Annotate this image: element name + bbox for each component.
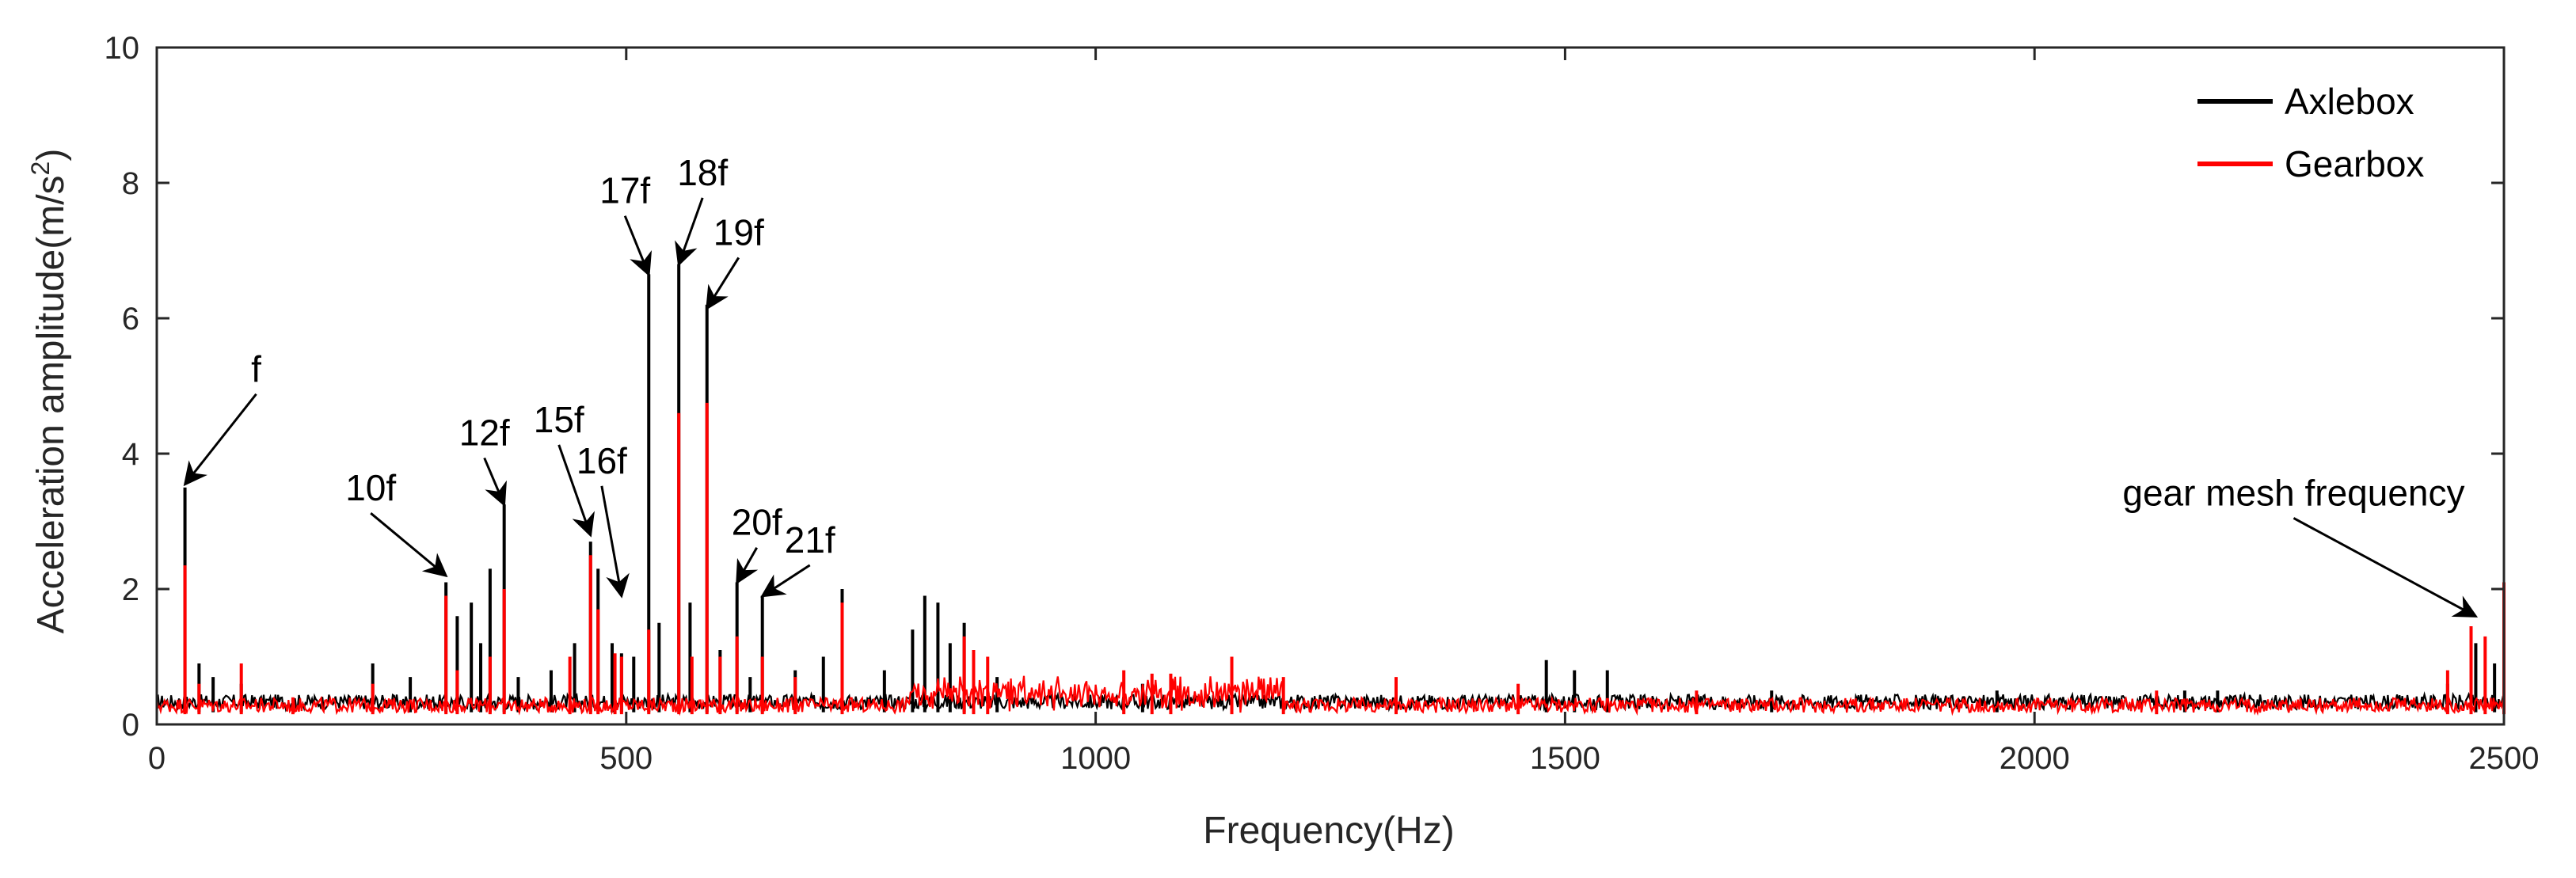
- annotation-label-3: 15f: [534, 399, 584, 440]
- annotation-label-0: f: [251, 348, 261, 390]
- series-gearbox-floor: [155, 675, 2506, 716]
- annotation-arrow-9: [760, 564, 811, 598]
- x-tick-label-2500: 2500: [2469, 741, 2540, 776]
- annotation-arrow-4: [600, 485, 630, 599]
- y-tick-label-4: 4: [122, 437, 139, 472]
- annotation-arrow-2: [483, 457, 507, 507]
- annotation-arrow-7: [706, 257, 740, 310]
- y-axis-label-superscript: 2: [26, 162, 55, 176]
- annotation-arrow-8: [736, 546, 759, 585]
- x-tick-label-1000: 1000: [1060, 741, 1131, 776]
- y-tick-label-8: 8: [122, 166, 139, 201]
- legend-label-axlebox: Axlebox: [2285, 81, 2414, 122]
- annotation-label-4: 16f: [576, 440, 627, 481]
- annotation-arrow-0: [183, 393, 257, 487]
- y-axis-label-main: Acceleration amplitude(m/s: [30, 175, 72, 633]
- annotation-arrow-6: [675, 197, 704, 267]
- annotation-label-6: 18f: [677, 152, 728, 193]
- annotation-arrow-5: [623, 215, 653, 277]
- annotation-label-9: 21f: [785, 519, 835, 561]
- y-tick-label-2: 2: [122, 572, 139, 607]
- x-axis-label: Frequency(Hz): [1203, 810, 1454, 852]
- series-layer: [155, 264, 2506, 716]
- y-axis-label-suffix: ): [30, 149, 72, 162]
- x-tick-label-500: 500: [599, 741, 653, 776]
- annotation-label-7: 19f: [713, 211, 764, 253]
- annotation-label-5: 17f: [599, 170, 650, 211]
- axes-box: [155, 46, 2506, 726]
- annotation-label-8: 20f: [732, 502, 782, 543]
- legend: Axlebox Gearbox: [2197, 81, 2424, 184]
- annotation-label-1: 10f: [345, 467, 396, 508]
- y-tick-label-6: 6: [122, 302, 139, 336]
- annotation-arrow-3: [557, 444, 595, 538]
- y-axis: 0 2 4 6 8 10: [105, 31, 2504, 743]
- x-tick-label-1500: 1500: [1530, 741, 1600, 776]
- annotation-arrow-1: [370, 512, 448, 578]
- annotation-arrow-10: [2293, 517, 2479, 618]
- x-tick-label-2000: 2000: [2000, 741, 2070, 776]
- y-tick-label-0: 0: [122, 708, 139, 743]
- legend-label-gearbox: Gearbox: [2285, 143, 2424, 184]
- annotation-label-2: 12f: [459, 412, 510, 453]
- y-tick-label-10: 10: [105, 31, 140, 66]
- x-tick-label-0: 0: [148, 741, 166, 776]
- annotation-label-10: gear mesh frequency: [2122, 472, 2464, 513]
- y-axis-label: Acceleration amplitude(m/s2): [26, 149, 72, 634]
- x-axis: 0 500 1000 1500 2000 2500: [148, 48, 2540, 776]
